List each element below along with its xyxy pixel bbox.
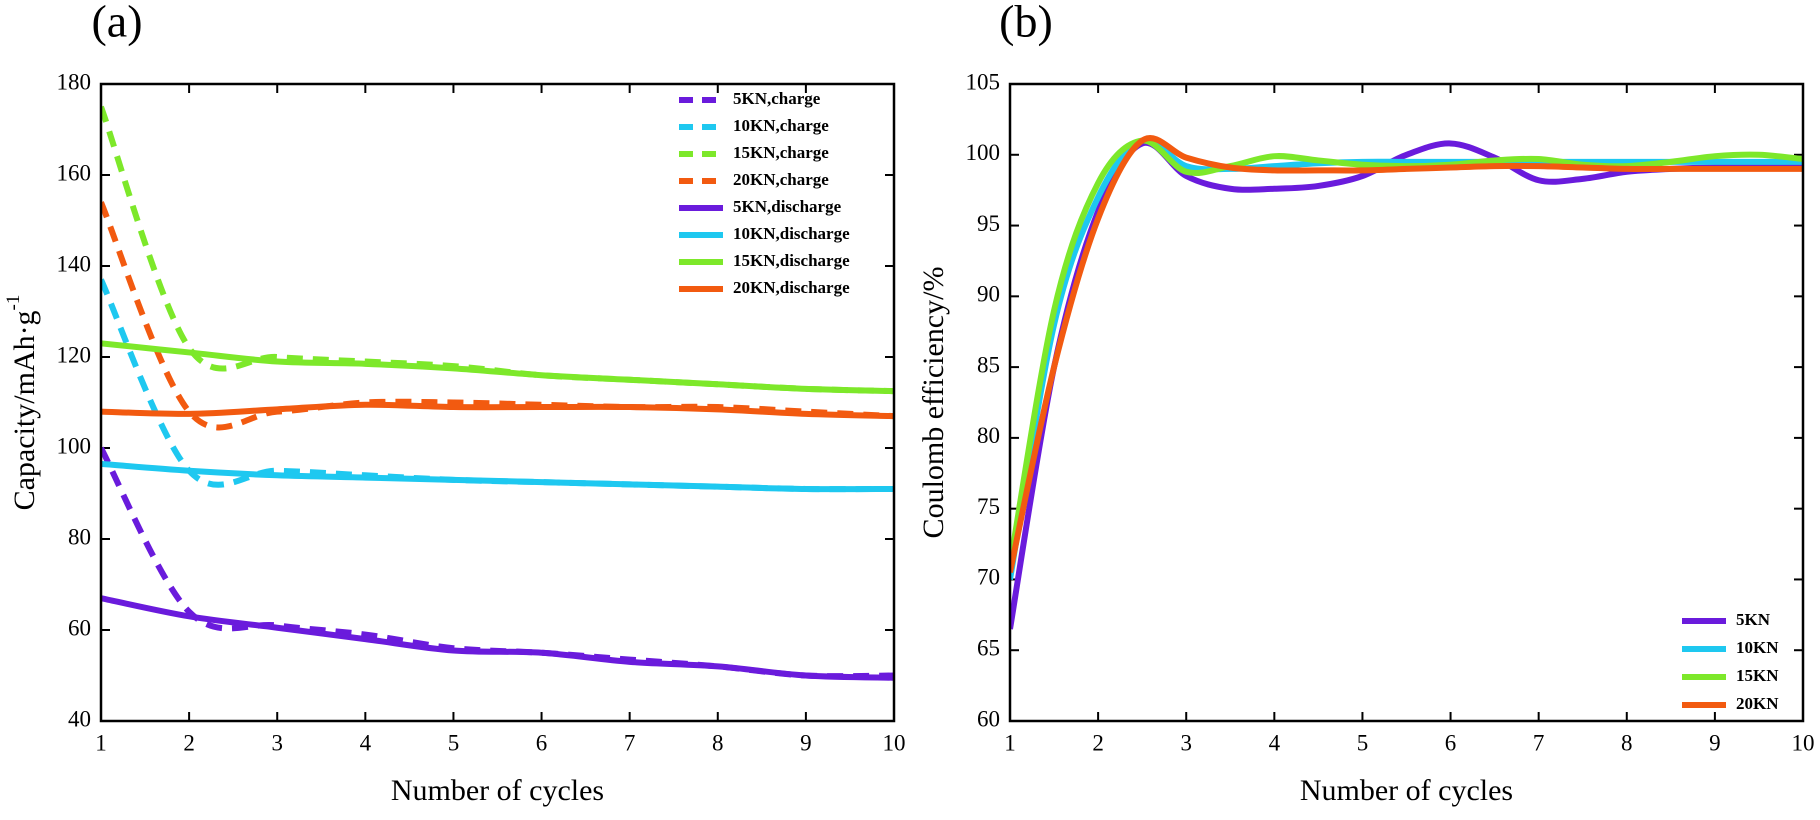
x-tick-label: 1: [1004, 730, 1016, 755]
y-tick-label: 160: [57, 160, 92, 185]
y-tick-label: 65: [977, 636, 1000, 661]
series-line: [1010, 137, 1803, 566]
series-line: [101, 460, 894, 493]
x-tick-label: 10: [883, 730, 906, 755]
y-tick-label: 100: [57, 433, 92, 458]
legend-label: 15KN,discharge: [733, 251, 850, 270]
x-tick-label: 6: [536, 730, 548, 755]
panel-label: (b): [999, 0, 1053, 47]
y-tick-label: 70: [977, 565, 1000, 590]
x-tick-label: 7: [1533, 730, 1545, 755]
series-line: [1010, 135, 1803, 573]
x-tick-label: 1: [95, 730, 107, 755]
x-tick-label: 4: [1269, 730, 1281, 755]
panel-label: (a): [91, 0, 142, 47]
y-tick-label: 105: [966, 69, 1001, 94]
y-tick-label: 95: [977, 211, 1000, 236]
legend-label: 15KN: [1736, 666, 1779, 685]
x-tick-label: 9: [1709, 730, 1721, 755]
y-axis-title: Capacity/mAh·g-1: [3, 295, 41, 511]
plot-frame: [99, 82, 896, 723]
x-tick-label: 2: [183, 730, 195, 755]
y-tick-label: 60: [977, 706, 1000, 731]
x-tick-label: 9: [800, 730, 812, 755]
x-tick-label: 2: [1092, 730, 1104, 755]
x-axis-title: Number of cycles: [391, 774, 604, 807]
y-axis-title: Coulomb efficiency/%: [917, 267, 950, 539]
y-tick-label: 120: [57, 342, 92, 367]
x-tick-label: 7: [624, 730, 636, 755]
y-axis-title-text: Coulomb efficiency/%: [917, 267, 950, 539]
x-tick-label: 6: [1445, 730, 1457, 755]
legend-label: 10KN,charge: [733, 116, 829, 135]
legend-label: 5KN: [1736, 610, 1771, 629]
y-tick-label: 100: [966, 140, 1001, 165]
legend-label: 20KN,charge: [733, 170, 829, 189]
legend-label: 10KN,discharge: [733, 224, 850, 243]
series-line: [1010, 137, 1803, 580]
y-tick-label: 90: [977, 282, 1000, 307]
x-tick-label: 5: [448, 730, 460, 755]
x-tick-label: 3: [271, 730, 283, 755]
y-axis-title-superscript: -1: [3, 295, 24, 311]
y-tick-label: 140: [57, 251, 92, 276]
x-tick-label: 3: [1180, 730, 1192, 755]
series-line: [101, 595, 894, 681]
series-line: [1010, 139, 1803, 630]
y-tick-label: 85: [977, 352, 1000, 377]
series-line: [101, 401, 894, 420]
y-axis-title-text: Capacity/mAh·g: [8, 310, 41, 510]
y-tick-label: 180: [57, 69, 92, 94]
legend-label: 15KN,charge: [733, 143, 829, 162]
x-tick-label: 10: [1792, 730, 1815, 755]
x-axis-title: Number of cycles: [1300, 774, 1513, 807]
legend-label: 5KN,charge: [733, 89, 821, 108]
legend-label: 20KN: [1736, 694, 1779, 713]
x-tick-label: 4: [360, 730, 372, 755]
x-tick-label: 8: [1621, 730, 1633, 755]
legend-label: 5KN,discharge: [733, 197, 842, 216]
plot-frame: [1008, 82, 1805, 723]
legend-label: 10KN: [1736, 638, 1779, 657]
series-line: [101, 340, 894, 395]
y-tick-label: 80: [68, 524, 91, 549]
y-tick-label: 80: [977, 423, 1000, 448]
x-tick-label: 5: [1357, 730, 1369, 755]
series-line: [101, 278, 894, 493]
y-tick-label: 75: [977, 494, 1000, 519]
legend-label: 20KN,discharge: [733, 278, 850, 297]
x-tick-label: 8: [712, 730, 724, 755]
y-tick-label: 40: [68, 706, 91, 731]
y-tick-label: 60: [68, 615, 91, 640]
